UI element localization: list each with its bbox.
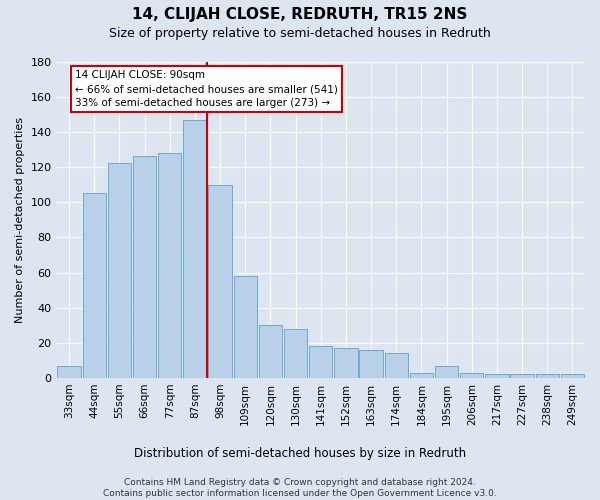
Bar xyxy=(108,164,131,378)
Text: 14 CLIJAH CLOSE: 90sqm
← 66% of semi-detached houses are smaller (541)
33% of se: 14 CLIJAH CLOSE: 90sqm ← 66% of semi-det… xyxy=(76,70,338,108)
Text: 14, CLIJAH CLOSE, REDRUTH, TR15 2NS: 14, CLIJAH CLOSE, REDRUTH, TR15 2NS xyxy=(133,8,467,22)
Bar xyxy=(359,350,383,378)
Bar xyxy=(233,276,257,378)
Bar xyxy=(208,184,232,378)
Text: Size of property relative to semi-detached houses in Redruth: Size of property relative to semi-detach… xyxy=(109,28,491,40)
Bar xyxy=(385,354,408,378)
Bar xyxy=(561,374,584,378)
Bar xyxy=(460,372,484,378)
Bar xyxy=(410,372,433,378)
Bar xyxy=(158,153,181,378)
Bar xyxy=(259,326,282,378)
Bar xyxy=(435,366,458,378)
Bar xyxy=(58,366,81,378)
Bar xyxy=(284,329,307,378)
Bar xyxy=(309,346,332,378)
Bar xyxy=(511,374,534,378)
Bar xyxy=(183,120,206,378)
Bar xyxy=(485,374,509,378)
Y-axis label: Number of semi-detached properties: Number of semi-detached properties xyxy=(15,117,25,323)
Bar xyxy=(133,156,157,378)
Bar xyxy=(83,194,106,378)
Bar xyxy=(334,348,358,378)
Bar xyxy=(536,374,559,378)
Text: Contains HM Land Registry data © Crown copyright and database right 2024.
Contai: Contains HM Land Registry data © Crown c… xyxy=(103,478,497,498)
Text: Distribution of semi-detached houses by size in Redruth: Distribution of semi-detached houses by … xyxy=(134,448,466,460)
